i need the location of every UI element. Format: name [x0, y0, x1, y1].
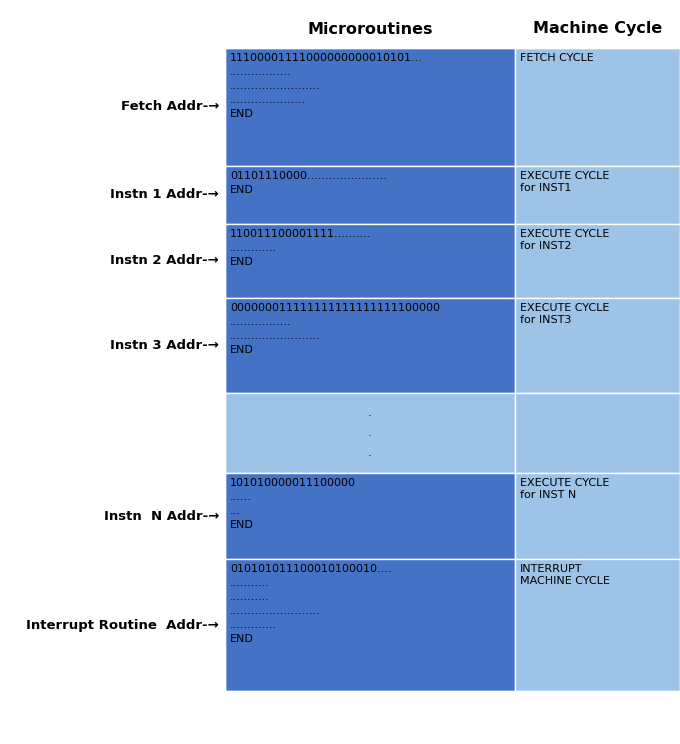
Text: Machine Cycle: Machine Cycle — [533, 22, 662, 36]
Text: ...........: ........... — [230, 578, 270, 588]
Text: INTERRUPT
MACHINE CYCLE: INTERRUPT MACHINE CYCLE — [520, 564, 610, 586]
Text: EXECUTE CYCLE
for INST1: EXECUTE CYCLE for INST1 — [520, 171, 609, 193]
Bar — [515, 559, 680, 691]
Text: .: . — [368, 448, 372, 458]
Bar — [225, 224, 515, 298]
Bar — [225, 559, 515, 691]
Text: ...: ... — [230, 506, 241, 516]
Text: ......: ...... — [230, 492, 252, 502]
Text: 110011100001111..........: 110011100001111.......... — [230, 229, 371, 239]
Bar — [515, 473, 680, 559]
Text: END: END — [230, 109, 254, 119]
Text: 010101011100010100010....: 010101011100010100010.... — [230, 564, 392, 574]
Text: .................: ................. — [230, 317, 292, 327]
Text: END: END — [230, 185, 254, 195]
Bar — [515, 298, 680, 393]
Bar — [515, 166, 680, 224]
Text: .........................: ......................... — [230, 331, 321, 341]
Text: Instn 3 Addr-→: Instn 3 Addr-→ — [110, 339, 219, 352]
Text: END: END — [230, 257, 254, 267]
Bar — [225, 166, 515, 224]
Text: END: END — [230, 634, 254, 644]
Bar — [225, 393, 515, 473]
Text: EXECUTE CYCLE
for INST2: EXECUTE CYCLE for INST2 — [520, 229, 609, 251]
Text: 101010000011100000: 101010000011100000 — [230, 478, 356, 488]
Text: 01101110000......................: 01101110000...................... — [230, 171, 387, 181]
Text: .....................: ..................... — [230, 95, 306, 105]
Text: Instn 1 Addr-→: Instn 1 Addr-→ — [110, 188, 219, 202]
Text: END: END — [230, 345, 254, 355]
Text: .........................: ......................... — [230, 606, 321, 616]
Text: .........................: ......................... — [230, 81, 321, 91]
Bar — [225, 48, 680, 691]
Text: Instn  N Addr-→: Instn N Addr-→ — [103, 510, 219, 522]
Text: .............: ............. — [230, 620, 277, 630]
Text: 11100001111000000000010101...: 11100001111000000000010101... — [230, 53, 423, 63]
Bar — [515, 393, 680, 473]
Bar — [515, 224, 680, 298]
Text: .................: ................. — [230, 67, 292, 77]
Text: .: . — [368, 428, 372, 438]
Text: .: . — [368, 408, 372, 418]
Text: Instn 2 Addr-→: Instn 2 Addr-→ — [110, 254, 219, 268]
Text: EXECUTE CYCLE
for INST3: EXECUTE CYCLE for INST3 — [520, 303, 609, 324]
Text: Microroutines: Microroutines — [307, 22, 432, 36]
Bar — [225, 473, 515, 559]
Text: Interrupt Routine  Addr-→: Interrupt Routine Addr-→ — [27, 618, 219, 632]
Text: .............: ............. — [230, 243, 277, 253]
Text: FETCH CYCLE: FETCH CYCLE — [520, 53, 594, 63]
Bar — [225, 48, 515, 166]
Bar — [225, 298, 515, 393]
Text: ...........: ........... — [230, 592, 270, 602]
Text: 000000011111111111111111100000: 000000011111111111111111100000 — [230, 303, 440, 313]
Bar — [515, 48, 680, 166]
Text: END: END — [230, 520, 254, 530]
Text: Fetch Addr-→: Fetch Addr-→ — [120, 100, 219, 114]
Text: EXECUTE CYCLE
for INST N: EXECUTE CYCLE for INST N — [520, 478, 609, 500]
